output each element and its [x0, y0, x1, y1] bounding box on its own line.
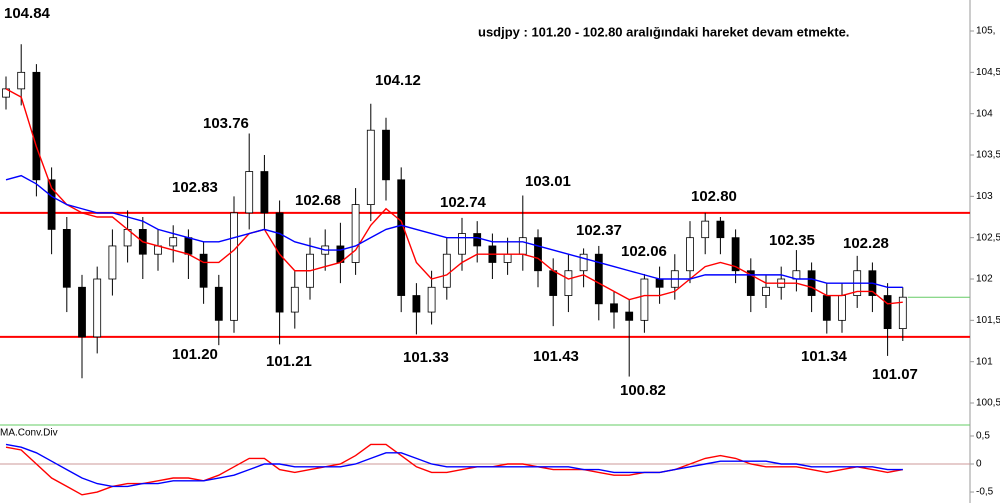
candle-body: [473, 233, 482, 247]
price-annotation: 102.83: [172, 179, 218, 196]
y-tick-label: 100,5: [976, 398, 1000, 409]
candle-body: [245, 171, 254, 214]
price-annotation: 102.80: [691, 188, 737, 205]
candle-body: [230, 212, 238, 321]
candle-body: [822, 295, 831, 321]
candle-body: [610, 303, 618, 313]
moving-average: [5, 88, 903, 305]
candle-body: [716, 220, 725, 239]
candle-body: [427, 286, 436, 313]
price-annotation: 104.12: [375, 72, 421, 89]
y-tick-label: 103,5: [976, 150, 1000, 161]
macd-tick-label: 0: [976, 459, 982, 470]
price-annotation: 102.06: [621, 243, 667, 260]
y-tick-label: 101: [976, 356, 993, 367]
price-annotation: 102.28: [843, 235, 889, 252]
candle-body: [32, 71, 41, 181]
candle-body: [731, 237, 740, 272]
y-tick-label: 101,5: [976, 315, 1000, 326]
price-annotation: 102.74: [440, 194, 487, 211]
candle-body: [838, 295, 846, 321]
candle-body: [594, 253, 603, 305]
macd-line: [5, 443, 903, 488]
candle-body: [169, 237, 178, 247]
price-annotation: 103.01: [525, 173, 571, 190]
candle-body: [458, 233, 466, 255]
candle-body: [686, 237, 694, 272]
price-annotation: 102.37: [576, 222, 622, 239]
candle-body: [290, 286, 299, 313]
candle-body: [883, 295, 892, 330]
candle-body: [382, 129, 390, 181]
candle-body: [412, 295, 421, 313]
candle-body: [534, 237, 542, 272]
candle-body: [397, 179, 406, 296]
y-tick-label: 103: [976, 191, 993, 202]
macd-tick-label: -0,5: [976, 487, 994, 498]
price-annotation: 103.76: [203, 115, 249, 132]
candle-body: [199, 253, 208, 288]
candle-body: [214, 286, 223, 321]
price-annotation: 101.33: [403, 349, 449, 366]
candle-body: [366, 129, 375, 206]
candle-body: [807, 270, 816, 296]
candle-body: [47, 179, 56, 230]
candle-body: [549, 270, 558, 296]
price-annotation: 100.82: [620, 382, 666, 399]
y-tick-label: 102,5: [976, 232, 1000, 243]
candle-body: [78, 286, 86, 338]
macd-line: [5, 443, 903, 496]
price-annotation: 102.35: [769, 232, 815, 249]
moving-average: [5, 174, 903, 288]
candle-body: [503, 253, 512, 263]
y-tick-label: 104: [976, 108, 993, 119]
candle-body: [898, 296, 907, 330]
candle-body: [184, 237, 193, 255]
macd-label: MA.Conv.Div: [0, 428, 58, 439]
price-annotation: 101.20: [172, 346, 218, 363]
candle-body: [17, 71, 26, 90]
price-annotation: 101.07: [872, 366, 918, 383]
candle-body: [260, 171, 269, 214]
candle-body: [655, 278, 664, 288]
price-annotation: 101.43: [533, 348, 579, 365]
candle-body: [579, 253, 588, 272]
candle-body: [442, 253, 451, 288]
chart-title: usdjpy : 101.20 - 102.80 aralığındaki ha…: [478, 24, 849, 39]
macd-tick-label: 0,5: [976, 431, 990, 442]
candle-body: [746, 270, 755, 296]
price-annotation: 101.34: [801, 348, 848, 365]
candle-body: [108, 245, 117, 280]
candle-body: [93, 278, 102, 338]
candle-body: [351, 204, 360, 263]
price-annotation: 102.68: [295, 192, 341, 209]
candle-body: [564, 270, 573, 296]
candle-body: [62, 229, 71, 288]
y-tick-label: 105,: [976, 26, 995, 37]
y-tick-label: 102: [976, 274, 993, 285]
price-annotation: 104.84: [4, 5, 51, 22]
candle-body: [625, 311, 634, 321]
candle-body: [762, 286, 770, 296]
candle-body: [640, 278, 649, 321]
candle-body: [518, 237, 527, 255]
candle-body: [701, 220, 710, 239]
y-tick-label: 104,5: [976, 67, 1000, 78]
candle-body: [275, 212, 284, 313]
price-annotation: 101.21: [266, 353, 312, 370]
